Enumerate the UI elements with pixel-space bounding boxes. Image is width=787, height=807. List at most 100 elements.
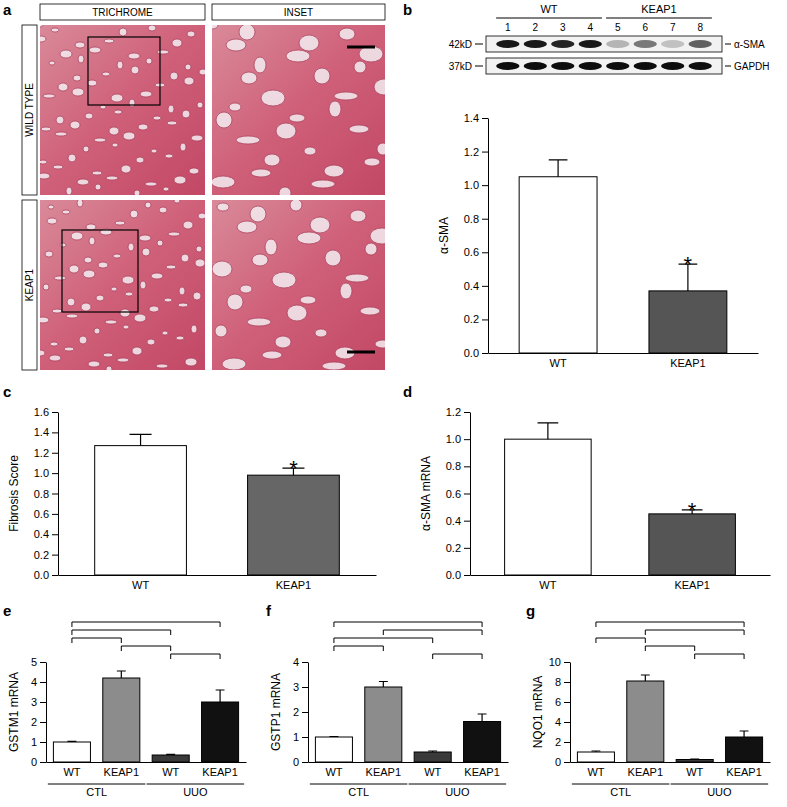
inset-box [88,37,160,105]
y-tick: 10 [549,656,570,668]
y-tick: 1.0 [34,467,58,479]
error-bar [117,671,126,678]
error-bar [478,714,487,722]
y-tick-mark [564,702,570,703]
bar-chart: 0.00.20.40.60.81.01.21.4WTKEAP1α-SMA* [437,112,759,369]
comparison-bracket [72,622,220,627]
significance-marker: * [688,498,697,523]
y-axis-line [58,413,59,576]
y-tick-mark [40,662,46,663]
y-axis-title: NQO1 mRNA [531,676,545,749]
y-tick-label: 0.2 [464,313,479,325]
y-tick-mark [302,762,308,763]
tissue-texture [216,112,232,128]
blot-size-label: 37kD [449,61,472,72]
tissue-texture [167,121,177,125]
y-tick-label: 0.6 [464,246,479,258]
tissue-texture [128,53,140,59]
group-line [671,784,769,785]
tissue-texture [151,149,157,153]
tissue-texture [54,276,66,280]
y-tick-mark [464,412,470,413]
y-tick: 0.4 [446,515,470,527]
y-tick: 4 [555,716,570,728]
bar-chart: 012345WTKEAP1WTKEAP1GSTM1 mRNACTLUUO [7,622,247,798]
tissue-texture [159,207,167,213]
tissue-texture [254,57,266,73]
tissue-texture [315,329,327,337]
y-tick-mark [52,534,58,535]
y-tick-label: 1.2 [34,447,49,459]
tissue-texture [184,77,194,85]
lane-label: 5 [615,22,621,33]
micrograph-background [212,200,385,370]
tissue-texture [215,325,227,337]
x-tick-label: KEAP1 [674,579,709,591]
y-tick: 4 [31,676,46,688]
blot-size-label: 42kD [449,39,472,50]
y-tick-mark [40,682,46,683]
tissue-texture [174,200,180,203]
tissue-texture [41,127,51,131]
tissue-texture [130,210,138,218]
x-tick-label: KEAP1 [276,579,311,591]
tissue-texture [290,200,302,211]
tissue-texture [297,232,321,244]
blot-strip [486,36,722,52]
y-tick-mark [482,319,488,320]
tissue-texture [89,237,95,245]
y-tick: 1 [31,736,46,748]
tissue-texture [289,114,305,122]
y-tick: 0 [293,756,308,768]
comparison-bracket [334,638,433,643]
y-tick: 0.2 [446,542,470,554]
tissue-texture [138,124,148,130]
bar [95,446,187,575]
tissue-texture [148,25,156,31]
y-axis-title: α-SMA mRNA [419,456,433,531]
x-tick-label: KEAP1 [104,766,139,778]
x-tick-label: KEAP1 [464,766,499,778]
x-tick-label: KEAP1 [202,766,237,778]
tissue-texture [95,184,101,190]
y-tick: 3 [293,681,308,693]
tissue-texture [86,224,96,230]
tissue-texture [182,110,190,118]
tissue-texture [314,68,330,84]
x-tick-label: WT [539,579,556,591]
y-tick-label: 1.0 [464,179,479,191]
blot-band [606,62,629,70]
comparison-bracket [121,646,170,651]
header-box [40,4,205,20]
tissue-texture [40,173,50,179]
tissue-texture [156,364,168,368]
tissue-texture [52,309,62,313]
tissue-texture [55,132,67,136]
x-tick-label: KEAP1 [726,766,761,778]
tissue-texture [212,25,218,29]
blot-band [634,40,657,48]
y-tick: 0.6 [34,508,58,520]
micrograph-background [40,25,205,195]
y-tick-label: 5 [31,656,37,668]
y-tick-label: 10 [549,656,561,668]
header-box [22,25,37,195]
y-tick-mark [482,185,488,186]
panel-label: c [3,383,11,400]
tissue-texture [185,64,191,70]
error-bar [690,758,699,760]
tissue-texture [136,157,144,163]
y-tick: 0 [31,756,46,768]
bar-chart: 0.00.20.40.60.81.01.21.41.6WTKEAP1Fibros… [7,406,377,591]
x-tick-label: KEAP1 [366,766,401,778]
y-tick-mark [564,742,570,743]
tissue-texture [212,176,235,188]
tissue-texture [132,347,142,355]
tissue-texture [69,265,79,273]
tissue-texture [191,135,203,141]
tissue-texture [153,116,161,120]
y-tick: 1.2 [464,146,488,158]
tissue-texture [172,39,182,47]
tissue-texture [94,328,100,334]
error-bar [166,754,175,756]
